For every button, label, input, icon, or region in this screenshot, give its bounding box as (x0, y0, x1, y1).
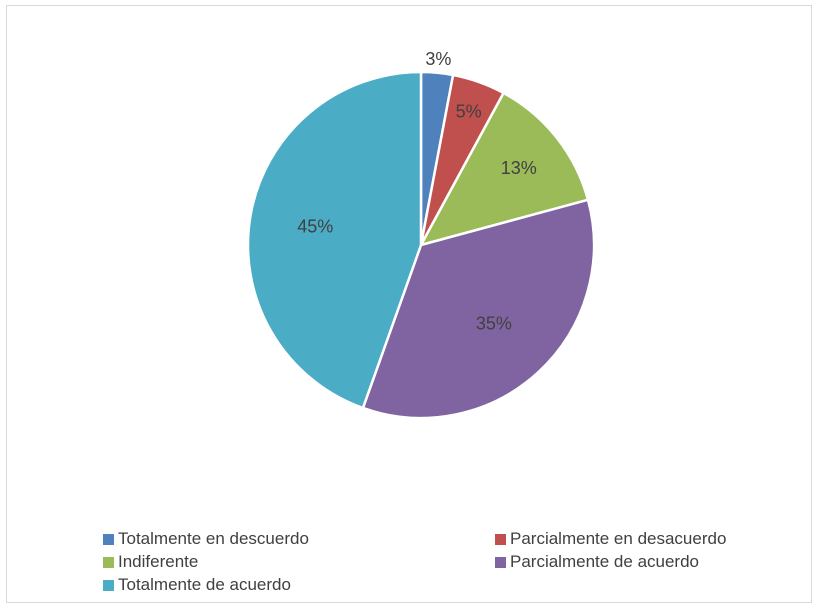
data-label-2: 13% (501, 158, 537, 178)
data-label-1: 5% (456, 101, 482, 121)
legend-swatch (495, 556, 506, 568)
legend-swatch (103, 579, 114, 591)
data-label-4: 45% (297, 217, 333, 237)
legend-swatch (103, 556, 114, 568)
data-label-3: 35% (476, 314, 512, 334)
pie-chart: 3% 5% 13% 35% 45% (246, 49, 596, 420)
chart-area: 3% 5% 13% 35% 45% Totalmente en descuerdo Pa… (6, 5, 812, 603)
legend-item-parcialmente-en-desacuerdo: Parcialmente en desacuerdo (495, 528, 783, 550)
pie-slice-2 (419, 91, 590, 247)
legend-label: Parcialmente de acuerdo (510, 552, 700, 571)
legend-item-totalmente-en-descuerdo: Totalmente en descuerdo (103, 528, 495, 550)
legend: Totalmente en descuerdo Parcialmente en … (103, 528, 783, 596)
legend-label: Parcialmente en desacuerdo (510, 529, 727, 548)
legend-item-indiferente: Indiferente (103, 551, 495, 573)
legend-swatch (495, 533, 506, 545)
legend-item-parcialmente-de-acuerdo: Parcialmente de acuerdo (495, 551, 783, 573)
data-label-0: 3% (425, 49, 451, 69)
pie-slice-4 (246, 70, 423, 410)
legend-swatch (103, 533, 114, 545)
pie-slice-3 (361, 198, 596, 420)
legend-label: Totalmente en descuerdo (118, 529, 309, 548)
legend-label: Indiferente (118, 552, 199, 571)
legend-item-totalmente-de-acuerdo: Totalmente de acuerdo (103, 574, 495, 596)
legend-label: Totalmente de acuerdo (118, 575, 291, 594)
